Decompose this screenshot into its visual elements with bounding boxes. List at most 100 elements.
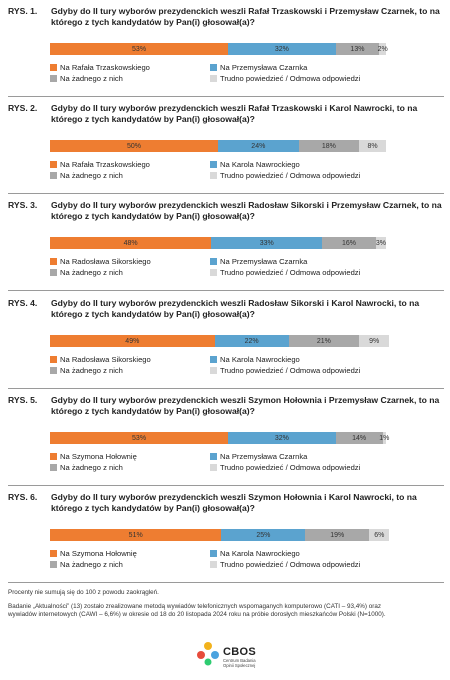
bar-segment: 18%	[298, 140, 360, 152]
data-label: 8%	[367, 142, 378, 150]
legend-label: Na Przemysława Czarnka	[220, 63, 308, 72]
legend-label: Trudno powiedzieć / Odmowa odpowiedzi	[220, 366, 361, 375]
legend-swatch	[50, 172, 57, 179]
bar-segment: 3%	[376, 237, 386, 249]
legend-swatch	[210, 64, 217, 71]
legend-swatch	[210, 258, 217, 265]
legend-item: Trudno powiedzieć / Odmowa odpowiedzi	[210, 463, 360, 472]
figure-number: RYS. 6.	[8, 492, 38, 502]
bar-segment: 14%	[335, 432, 383, 444]
stacked-bar: 49% 22% 21% 9%	[50, 335, 390, 347]
legend-item: Na Radosława Sikorskiego	[50, 355, 151, 364]
bar-segment: 25%	[221, 529, 306, 541]
legend-item: Na żadnego z nich	[50, 74, 123, 83]
bar-segment: 13%	[335, 43, 380, 55]
data-label: 48%	[123, 239, 138, 247]
legend-swatch	[50, 64, 57, 71]
legend-label: Na Rafała Trzaskowskiego	[60, 160, 150, 169]
legend-label: Na żadnego z nich	[60, 74, 123, 83]
legend-swatch	[50, 75, 57, 82]
bar-segment: 21%	[288, 335, 360, 347]
legend-item: Trudno powiedzieć / Odmowa odpowiedzi	[210, 560, 360, 569]
legend: Na Szymona Hołownię Na Przemysława Czarnk…	[50, 452, 390, 474]
legend-label: Na Radosława Sikorskiego	[60, 257, 151, 266]
legend-label: Trudno powiedzieć / Odmowa odpowiedzi	[220, 560, 361, 569]
cbos-logo: CBOS Centrum Badania Opinii Społecznej	[195, 640, 265, 672]
legend-label: Na Szymona Hołownię	[60, 549, 137, 558]
legend-swatch	[210, 453, 217, 460]
data-label: 18%	[321, 142, 336, 150]
data-label: 25%	[256, 531, 271, 539]
stacked-bar: 51% 25% 19% 6%	[50, 529, 390, 541]
bar-segment: 33%	[211, 237, 323, 249]
legend-swatch	[50, 550, 57, 557]
legend-swatch	[210, 356, 217, 363]
data-label: 24%	[251, 142, 266, 150]
legend-item: Na żadnego z nich	[50, 366, 123, 375]
legend-item: Na żadnego z nich	[50, 560, 123, 569]
data-label: 14%	[352, 434, 367, 442]
bar-segment: 32%	[228, 432, 336, 444]
legend-swatch	[210, 269, 217, 276]
legend-label: Na żadnego z nich	[60, 366, 123, 375]
legend-label: Na żadnego z nich	[60, 463, 123, 472]
figure-number: RYS. 1.	[8, 6, 38, 16]
bar-segment: 6%	[369, 529, 390, 541]
legend-item: Na Rafała Trzaskowskiego	[50, 160, 150, 169]
data-label: 9%	[369, 337, 380, 345]
data-label: 32%	[274, 434, 289, 442]
chart-title: Gdyby do II tury wyborów prezydenckich w…	[51, 200, 442, 221]
legend-swatch	[210, 172, 217, 179]
cbos-logo-subtitle: Centrum Badania Opinii Społecznej	[223, 658, 256, 668]
chart-title: Gdyby do II tury wyborów prezydenckich w…	[51, 103, 418, 124]
legend-item: Na żadnego z nich	[50, 171, 123, 180]
bar-segment: 32%	[228, 43, 336, 55]
chart-title: Gdyby do II tury wyborów prezydenckich w…	[51, 395, 440, 416]
separator-line	[8, 96, 444, 97]
chart-title: Gdyby do II tury wyborów prezydenckich w…	[51, 6, 440, 27]
legend-swatch	[50, 464, 57, 471]
legend-item: Na żadnego z nich	[50, 268, 123, 277]
stacked-bar: 48% 33% 16% 3%	[50, 237, 386, 249]
legend-item: Na Rafała Trzaskowskiego	[50, 63, 150, 72]
data-label: 21%	[316, 337, 331, 345]
legend-label: Trudno powiedzieć / Odmowa odpowiedzi	[220, 74, 361, 83]
data-label: 1%	[379, 434, 390, 442]
legend: Na Radosława Sikorskiego Na Przemysława C…	[50, 257, 390, 279]
legend-item: Na Przemysława Czarnka	[210, 452, 307, 461]
legend-swatch	[50, 356, 57, 363]
legend-swatch	[50, 453, 57, 460]
bar-segment: 9%	[359, 335, 390, 347]
legend-label: Na Przemysława Czarnka	[220, 257, 308, 266]
data-label: 3%	[375, 239, 387, 247]
figure-3: RYS. 3. Gdyby do II tury wyborów prezyden…	[0, 200, 450, 290]
chart-title: Gdyby do II tury wyborów prezydenckich w…	[51, 298, 420, 319]
legend-swatch	[50, 161, 57, 168]
stacked-bar: 53% 32% 14% 1%	[50, 432, 390, 444]
data-label: 33%	[259, 239, 274, 247]
legend-label: Na Karola Nawrockiego	[220, 160, 300, 169]
bar-segment: 50%	[50, 140, 218, 152]
legend-swatch	[50, 258, 57, 265]
bar-segment: 49%	[50, 335, 215, 347]
figure-1: RYS. 1. Gdyby do II tury wyborów prezyden…	[0, 6, 450, 96]
separator-line	[8, 582, 444, 583]
legend-label: Na Szymona Hołownię	[60, 452, 137, 461]
data-label: 19%	[330, 531, 345, 539]
figure-number: RYS. 3.	[8, 200, 38, 210]
legend-label: Na Karola Nawrockiego	[220, 549, 300, 558]
data-label: 51%	[128, 531, 143, 539]
legend-label: Na żadnego z nich	[60, 560, 123, 569]
data-label: 2%	[377, 45, 388, 53]
legend-swatch	[210, 75, 217, 82]
legend-item: Na Karola Nawrockiego	[210, 355, 300, 364]
legend-swatch	[210, 464, 217, 471]
bar-segment: 51%	[50, 529, 222, 541]
bar-segment: 22%	[214, 335, 289, 347]
legend-item: Trudno powiedzieć / Odmowa odpowiedzi	[210, 171, 360, 180]
legend-label: Na Radosława Sikorskiego	[60, 355, 151, 364]
legend-item: Na Karola Nawrockiego	[210, 549, 300, 558]
data-label: 53%	[132, 45, 147, 53]
data-label: 49%	[125, 337, 140, 345]
legend-swatch	[50, 367, 57, 374]
